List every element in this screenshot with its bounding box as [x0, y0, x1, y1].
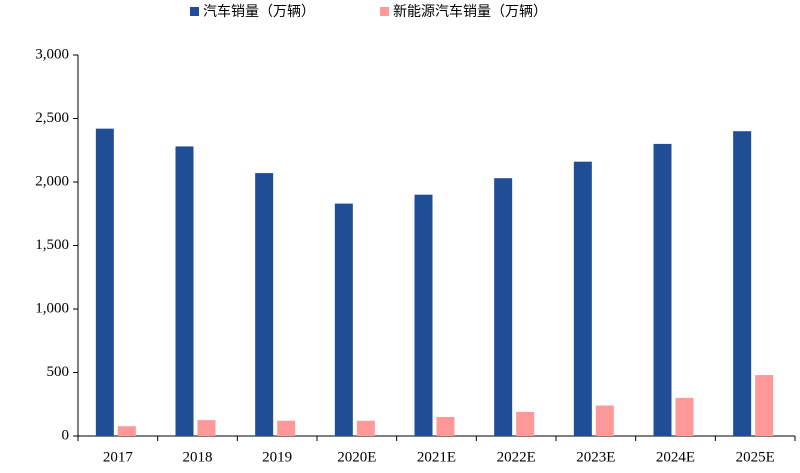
- bar: [653, 143, 672, 436]
- bar: [175, 146, 194, 436]
- bar: [334, 203, 353, 436]
- bar: [595, 405, 614, 436]
- x-tick-label: 2025E: [736, 449, 775, 465]
- x-tick-label: 2017: [103, 449, 134, 465]
- x-tick-label: 2018: [183, 449, 213, 465]
- y-tick-label: 1,500: [35, 237, 69, 253]
- y-tick-label: 0: [62, 427, 70, 443]
- legend-label: 新能源汽车销量（万辆）: [393, 3, 547, 20]
- legend-swatch: [380, 7, 389, 16]
- bar: [277, 420, 296, 436]
- x-tick-label: 2021E: [417, 449, 456, 465]
- bar: [516, 411, 535, 436]
- legend-label: 汽车销量（万辆）: [203, 3, 315, 20]
- bar: [117, 426, 136, 436]
- bar: [436, 416, 455, 436]
- legend-swatch: [190, 7, 199, 16]
- y-tick-label: 2,500: [35, 110, 69, 126]
- bar: [573, 161, 592, 436]
- x-tick-label: 2022E: [497, 449, 536, 465]
- bar: [733, 131, 752, 436]
- bar: [494, 178, 513, 436]
- bar: [255, 173, 274, 437]
- y-tick-label: 3,000: [35, 46, 69, 62]
- bar: [356, 420, 375, 436]
- bar: [197, 420, 216, 436]
- bar: [675, 397, 694, 436]
- y-tick-label: 2,000: [35, 173, 69, 189]
- bar: [414, 194, 433, 436]
- x-tick-label: 2023E: [576, 449, 615, 465]
- x-tick-label: 2024E: [656, 449, 695, 465]
- y-tick-label: 1,000: [35, 300, 69, 316]
- x-tick-label: 2020E: [337, 449, 376, 465]
- y-tick-label: 500: [47, 364, 70, 380]
- x-tick-label: 2019: [262, 449, 292, 465]
- bar: [755, 375, 774, 436]
- bar: [95, 128, 114, 436]
